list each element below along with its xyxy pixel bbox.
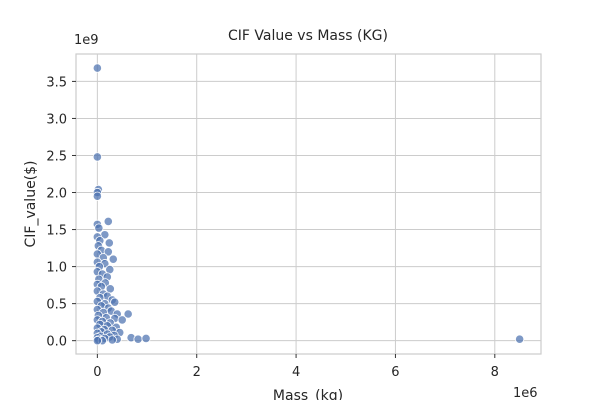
data-point: [108, 254, 118, 264]
x-axis-label: Mass_(kg): [273, 388, 343, 400]
data-point: [515, 334, 525, 344]
plot-frame: [75, 53, 542, 355]
data-point: [103, 216, 113, 227]
y-tick-label: 1.5: [46, 224, 67, 239]
x-axis-scale-label: 1e6: [513, 386, 538, 400]
data-point: [123, 309, 133, 319]
axis-ticks: 0 2 4 6 8 0.0 0.5 1.0 1.5 2.0 2.5 3.0 3.5: [46, 75, 499, 380]
y-tick-label: 2.0: [46, 187, 67, 202]
data-point: [141, 333, 151, 344]
y-tick-label: 3.5: [46, 75, 67, 90]
data-point: [104, 238, 114, 248]
data-point: [92, 152, 102, 162]
data-points: [92, 63, 525, 346]
data-point: [94, 223, 104, 233]
y-tick-label: 0.0: [46, 335, 67, 350]
grid: [76, 54, 541, 354]
data-point: [107, 335, 117, 345]
y-axis-label: CIF_value($): [23, 160, 39, 247]
data-point: [92, 336, 102, 346]
y-tick-label: 2.5: [46, 149, 67, 164]
chart-title: CIF Value vs Mass (KG): [228, 28, 388, 44]
data-point: [117, 315, 127, 325]
x-tick-label: 8: [491, 365, 499, 380]
y-axis-scale-label: 1e9: [74, 33, 99, 48]
data-point: [133, 334, 143, 344]
data-point: [110, 297, 120, 307]
data-point: [103, 247, 113, 257]
x-tick-label: 6: [391, 365, 399, 380]
y-tick-label: 1.0: [46, 261, 67, 276]
x-tick-label: 2: [193, 365, 201, 380]
y-tick-label: 0.5: [46, 298, 67, 313]
y-tick-label: 3.0: [46, 112, 67, 127]
x-tick-label: 0: [93, 365, 101, 380]
x-tick-label: 4: [292, 365, 300, 380]
data-point: [92, 191, 102, 201]
data-point: [92, 63, 102, 73]
